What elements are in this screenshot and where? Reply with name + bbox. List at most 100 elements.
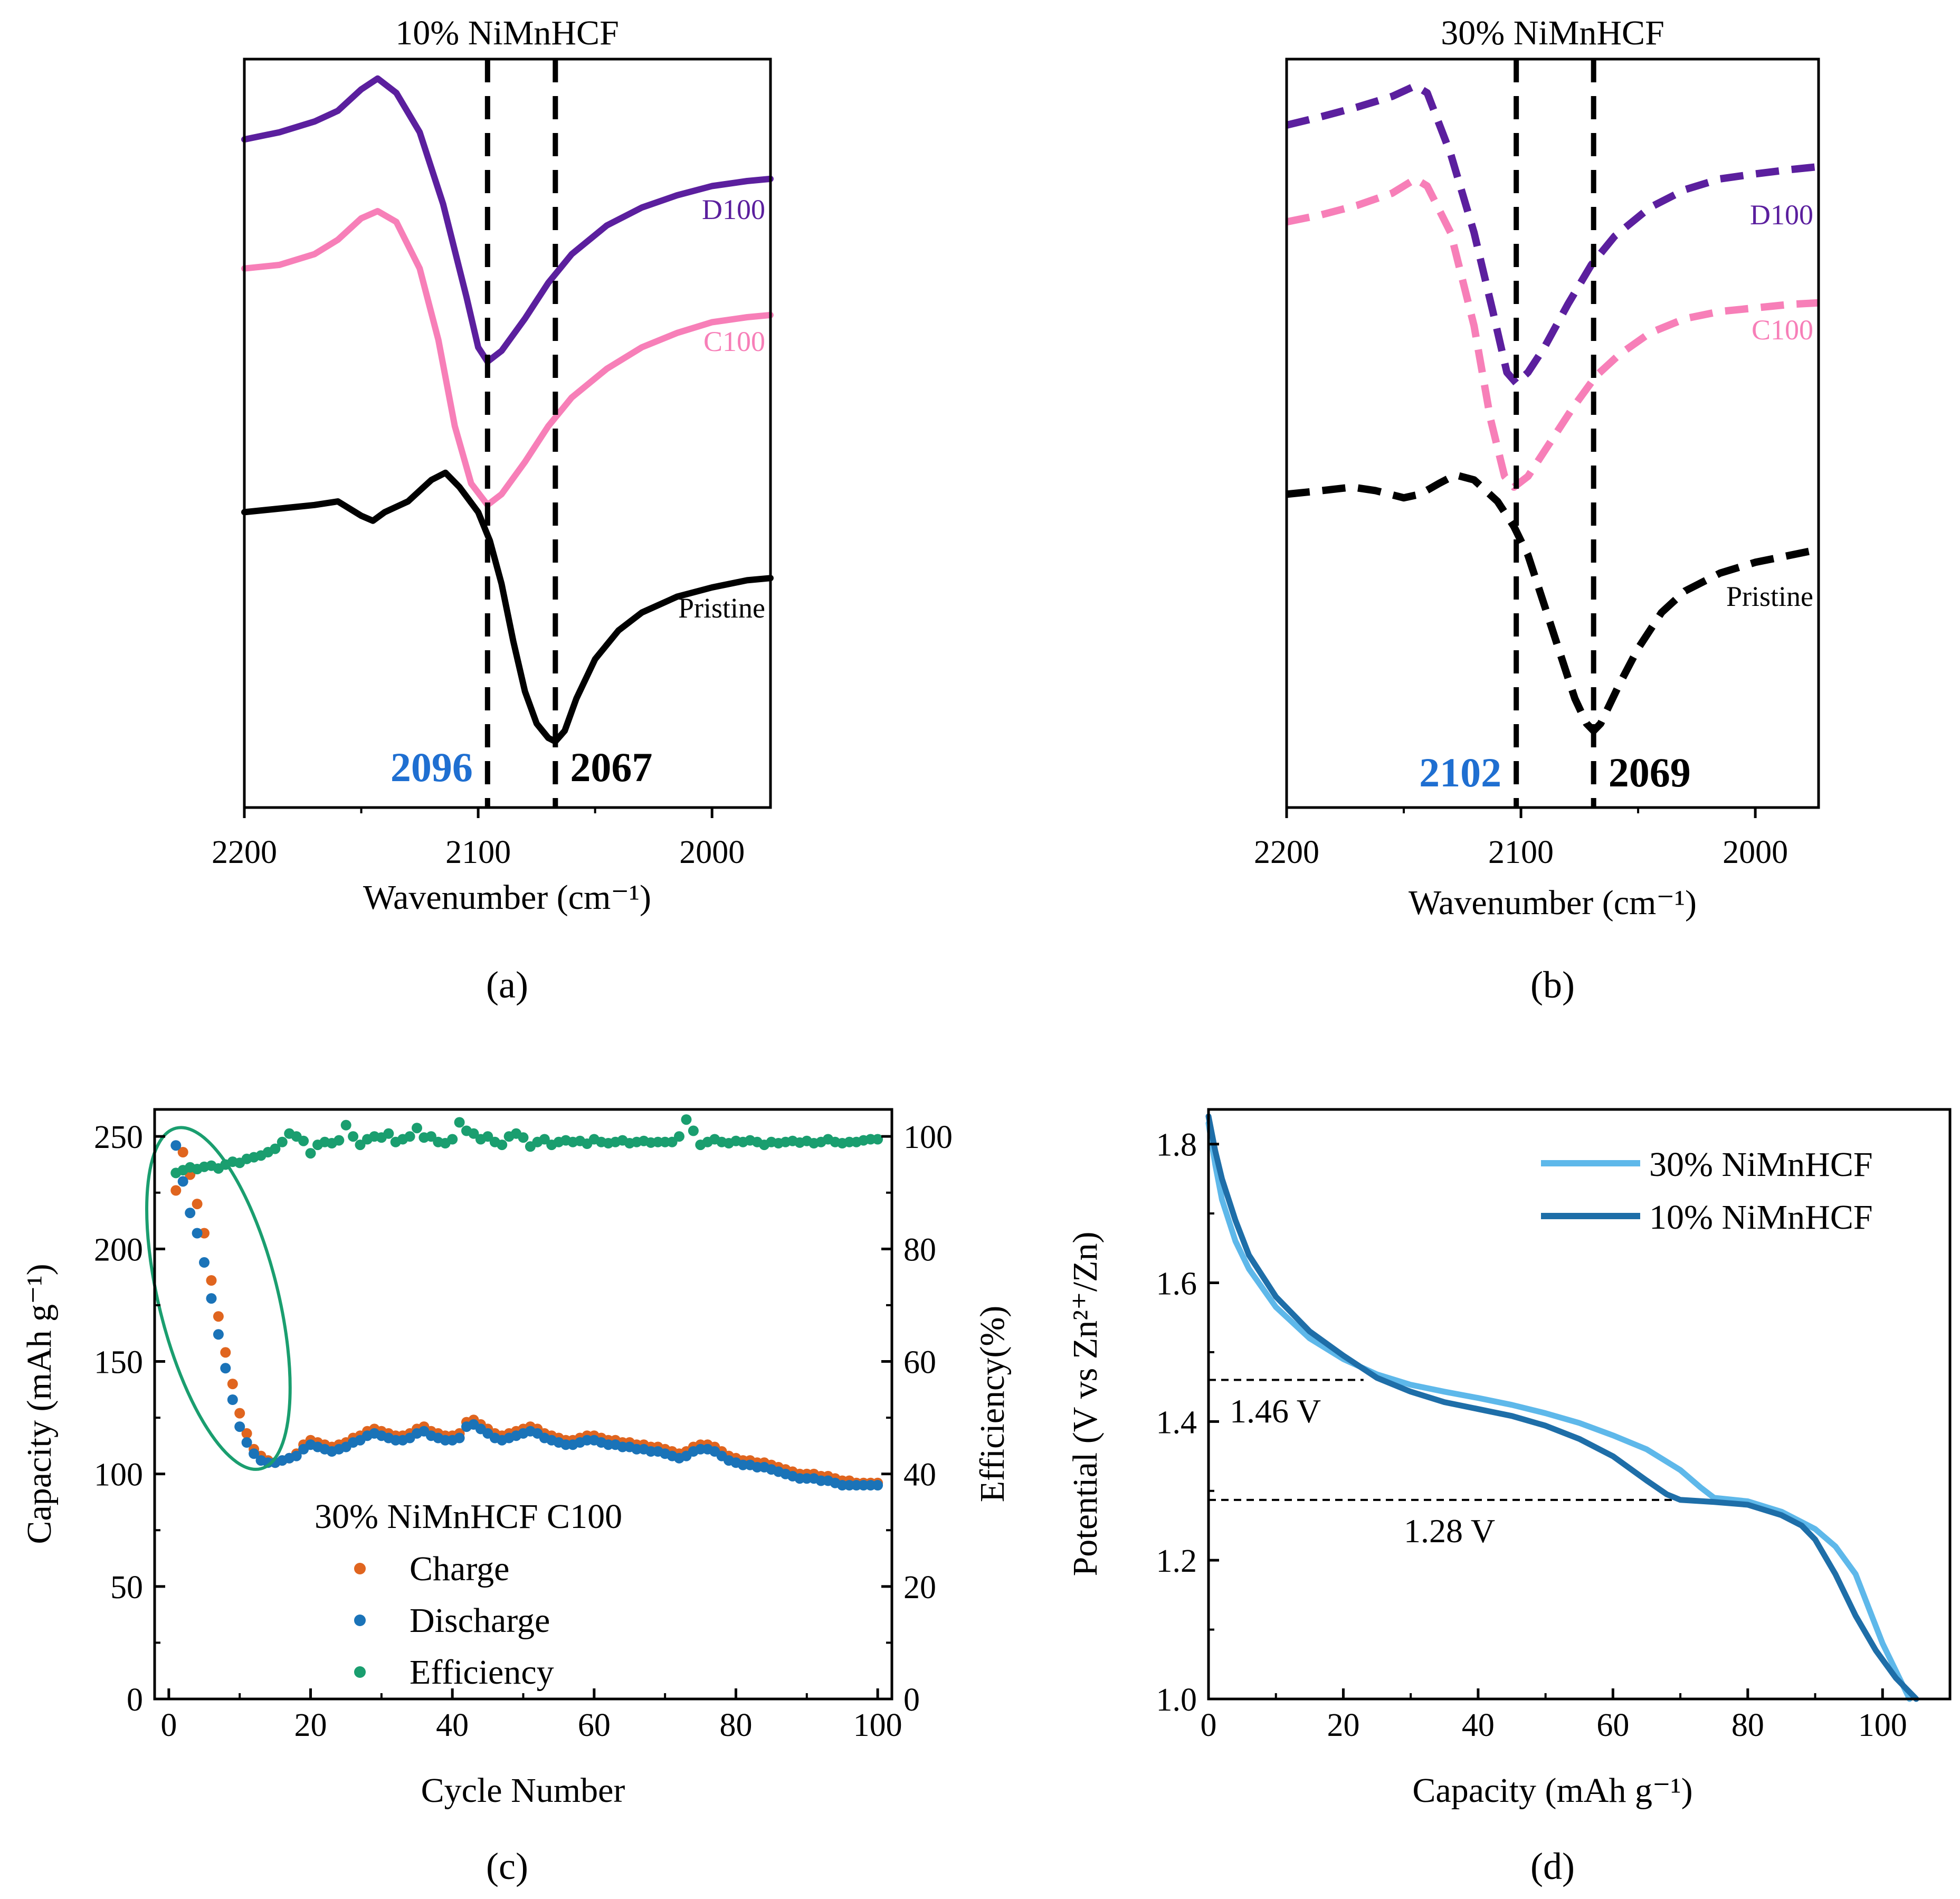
- panel-a-x-tick-label: 2200: [212, 834, 277, 870]
- panel-c-point-discharge: [227, 1394, 238, 1405]
- panel-c-point-discharge: [454, 1432, 465, 1444]
- panel-b-x-tick-label: 2000: [1723, 834, 1788, 870]
- panel-d-y-tick-label: 1.8: [1156, 1127, 1197, 1163]
- panel-c-point-efficiency: [518, 1132, 529, 1143]
- panel-c-point-efficiency: [383, 1128, 394, 1139]
- legend-marker-efficiency: [354, 1666, 366, 1678]
- panel-c-caption: (c): [486, 1845, 528, 1887]
- panel-b-curve-pristine: [1286, 471, 1820, 735]
- panel-a: D100 C100 Pristine 2096 2067 2200 2100 2000 1…: [212, 14, 774, 1006]
- panel-c-point-efficiency: [454, 1117, 465, 1128]
- panel-c-point-charge: [234, 1408, 245, 1419]
- panel-c-y-tick-label: 100: [94, 1457, 143, 1493]
- panel-c-point-efficiency: [334, 1135, 345, 1146]
- panel-c-x-axis-label: Cycle Number: [421, 1771, 625, 1810]
- panel-d-curve-30-nimnhcf: [1205, 1120, 1913, 1702]
- panel-d-curve-10-nimnhcf: [1205, 1113, 1919, 1702]
- panel-c-point-charge: [213, 1311, 224, 1322]
- panel-c-point-charge: [241, 1428, 252, 1439]
- panel-c-point-discharge: [177, 1176, 188, 1187]
- legend-marker-discharge: [354, 1615, 366, 1626]
- legend-label-10pct: 10% NiMnHCF: [1649, 1198, 1873, 1237]
- panel-c-point-charge: [206, 1275, 217, 1286]
- panel-c-point-efficiency: [497, 1140, 508, 1151]
- panel-a-curve-pristine: [241, 469, 774, 745]
- panel-c-point-efficiency: [305, 1148, 316, 1159]
- panel-b-caption: (b): [1530, 964, 1575, 1006]
- panel-b-curve-label-d100: D100: [1750, 199, 1813, 231]
- panel-d-x-tick-label: 100: [1858, 1707, 1907, 1743]
- panel-c-point-discharge: [192, 1228, 203, 1239]
- panel-d-y-tick-label: 1.2: [1156, 1543, 1197, 1579]
- panel-c-y-axis-label: Capacity (mAh g⁻¹): [20, 1264, 59, 1544]
- panel-c-x-tick-label: 0: [160, 1707, 177, 1743]
- panel-c-x-tick-label: 40: [436, 1707, 469, 1743]
- panel-c-point-discharge: [170, 1140, 182, 1151]
- panel-b-curve-label-c100: C100: [1752, 314, 1813, 346]
- panel-b-x-tick-label: 2100: [1488, 834, 1554, 870]
- panel-c-point-efficiency: [681, 1114, 692, 1125]
- panel-c-point-efficiency: [872, 1134, 883, 1145]
- panel-c-y-tick-label: 150: [94, 1344, 143, 1380]
- legend-label-efficiency: Efficiency: [410, 1653, 554, 1692]
- panel-c-y2-tick-label: 20: [903, 1570, 936, 1606]
- panel-c-point-efficiency: [674, 1131, 684, 1142]
- panel-a-curve-label-c100: C100: [703, 326, 765, 357]
- panel-d-x-tick-label: 0: [1201, 1707, 1217, 1743]
- panel-d-x-tick-label: 40: [1462, 1707, 1495, 1743]
- panel-a-title: 10% NiMnHCF: [395, 14, 619, 52]
- panel-c-y2-tick-label: 40: [903, 1457, 936, 1493]
- panel-a-curve-label-d100: D100: [702, 194, 765, 225]
- panel-b-x-axis-label: Wavenumber (cm⁻¹): [1409, 884, 1697, 922]
- panel-c-point-efficiency: [412, 1123, 422, 1134]
- panel-c-y2-tick-label: 0: [903, 1682, 920, 1718]
- panel-a-curve-d100: [241, 75, 774, 365]
- panel-a-curve-c100: [241, 208, 774, 508]
- panel-c-point-charge: [220, 1347, 231, 1358]
- legend-label-charge: Charge: [410, 1550, 509, 1588]
- panel-c-point-efficiency: [688, 1125, 699, 1136]
- panel-c-point-charge: [170, 1185, 182, 1196]
- panel-c-point-discharge: [206, 1293, 217, 1304]
- panel-c-point-discharge: [234, 1421, 245, 1432]
- panel-a-peak-label-2067: 2067: [570, 744, 652, 790]
- panel-b-curve-label-pristine: Pristine: [1726, 581, 1813, 612]
- panel-d-caption: (d): [1530, 1845, 1575, 1887]
- panel-c-y2-tick-label: 80: [903, 1232, 936, 1268]
- panel-c-x-tick-label: 60: [578, 1707, 611, 1743]
- panel-a-x-tick-label: 2000: [679, 834, 745, 870]
- legend-label-discharge: Discharge: [410, 1601, 550, 1640]
- panel-b-peak-label-2069: 2069: [1609, 749, 1691, 795]
- panel-d-y-tick-label: 1.6: [1156, 1266, 1197, 1302]
- panel-c-highlight-ellipse: [145, 1126, 292, 1471]
- panel-c-point-discharge: [249, 1448, 260, 1459]
- panel-c-point-efficiency: [447, 1134, 458, 1145]
- panel-d-y-tick-label: 1.0: [1156, 1682, 1197, 1718]
- panel-d-x-tick-label: 80: [1731, 1707, 1764, 1743]
- panel-c-x-tick-label: 20: [294, 1707, 327, 1743]
- panel-c-point-efficiency: [482, 1131, 493, 1142]
- panel-b-curve-c100: [1286, 175, 1819, 491]
- panel-c-legend-title: 30% NiMnHCF C100: [315, 1497, 622, 1536]
- panel-d-x-axis-label: Capacity (mAh g⁻¹): [1412, 1771, 1692, 1810]
- panel-c-point-discharge: [185, 1208, 196, 1219]
- panel-a-peak-label-2096: 2096: [391, 744, 473, 790]
- panel-c-point-discharge: [872, 1480, 883, 1490]
- panel-c-point-efficiency: [404, 1131, 415, 1142]
- panel-a-x-axis-label: Wavenumber (cm⁻¹): [363, 878, 651, 917]
- panel-d-y-axis-label: Potential (V vs Zn²⁺/Zn): [1066, 1232, 1105, 1577]
- panel-c-point-discharge: [220, 1363, 231, 1374]
- panel-c-legend: Charge Discharge Efficiency: [354, 1550, 554, 1692]
- panel-a-plot-frame: [243, 58, 772, 809]
- panel-c-point-discharge: [213, 1329, 224, 1340]
- panel-c-point-discharge: [199, 1257, 210, 1268]
- panel-c-y-tick-label: 50: [110, 1570, 143, 1606]
- panel-b-x-tick-label: 2200: [1254, 834, 1319, 870]
- panel-a-curve-label-pristine: Pristine: [678, 592, 765, 624]
- legend-label-30pct: 30% NiMnHCF: [1649, 1145, 1873, 1184]
- panel-b-title: 30% NiMnHCF: [1441, 14, 1664, 52]
- panel-c-point-efficiency: [468, 1128, 479, 1139]
- panel-c-point-efficiency: [355, 1140, 366, 1151]
- panel-c-point-charge: [227, 1379, 238, 1390]
